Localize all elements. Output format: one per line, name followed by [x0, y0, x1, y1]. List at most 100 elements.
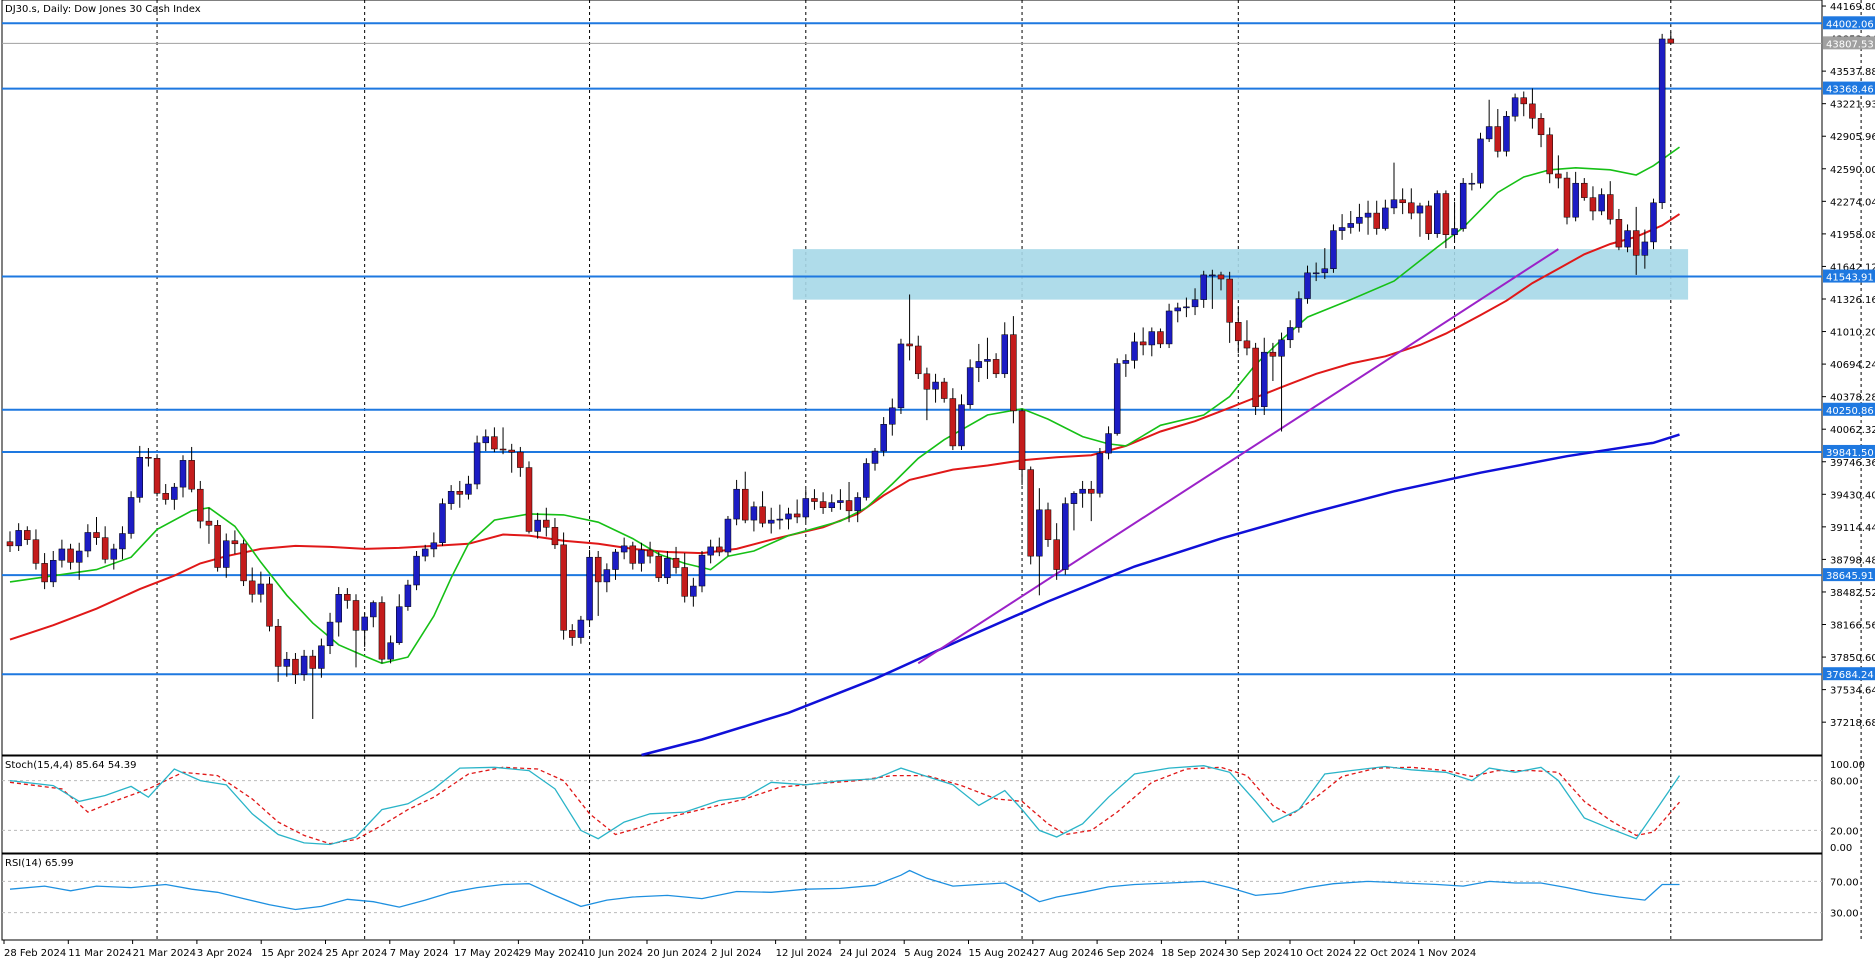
candle-up	[1148, 331, 1156, 346]
candle-up	[1477, 138, 1484, 184]
candle-up	[75, 550, 83, 563]
price-tick-label: 41010.20	[1830, 328, 1875, 339]
x-tick-label: 22 Oct 2024	[1354, 948, 1416, 959]
chart-title: DJ30.s, Daily: Dow Jones 30 Cash Index	[5, 4, 201, 15]
x-tick-label: 17 May 2024	[454, 948, 519, 959]
candle-up	[802, 498, 810, 518]
price-tick-label: 37218.68	[1830, 718, 1875, 729]
candle-down	[266, 583, 273, 627]
candle-up	[698, 554, 706, 587]
candle-up	[1598, 194, 1605, 212]
candle-up	[1451, 228, 1458, 235]
price-tag-label: 37684.24	[1826, 670, 1874, 681]
x-tick-label: 1 Nov 2024	[1419, 948, 1477, 959]
candle-down	[214, 525, 221, 568]
candle-up	[690, 585, 697, 597]
candle-down	[1408, 202, 1415, 214]
candle-up	[534, 519, 541, 532]
candle-up	[335, 594, 342, 623]
candle-up	[1321, 268, 1329, 274]
price-tick-label: 42274.04	[1830, 197, 1875, 208]
candle-up	[1511, 97, 1519, 117]
stoch-main-line	[9, 765, 1681, 846]
candle-up	[413, 555, 420, 586]
rsi-tick-label: 30.00	[1830, 909, 1859, 920]
x-tick-label: 2 Jul 2024	[711, 948, 761, 959]
x-tick-label: 21 Mar 2024	[133, 948, 196, 959]
candle-up	[889, 407, 896, 425]
price-tag-box	[1823, 16, 1875, 30]
x-tick-label: 27 Aug 2024	[1033, 948, 1097, 959]
stoch-tick-label: 20.00	[1830, 826, 1859, 837]
candle-up	[776, 518, 784, 521]
candle-up	[1503, 115, 1510, 152]
candle-down	[197, 488, 204, 522]
candle-down	[915, 345, 922, 375]
candle-down	[344, 594, 351, 601]
x-tick-label: 10 Oct 2024	[1290, 948, 1352, 959]
candle-up	[136, 457, 143, 498]
candle-up	[975, 361, 983, 368]
candle-down	[1399, 199, 1406, 204]
price-tick-label: 42905.96	[1830, 132, 1875, 143]
candle-down	[923, 373, 931, 390]
candle-up	[396, 606, 403, 643]
candle-down	[1373, 212, 1380, 229]
candle-up	[1200, 274, 1207, 300]
candle-down	[569, 630, 576, 638]
stoch-label: Stoch(15,4,4) 85.64 54.39	[5, 760, 136, 771]
candle-up	[1295, 298, 1303, 328]
candle-up	[404, 584, 412, 607]
candle-up	[1468, 182, 1476, 185]
candle-down	[1269, 351, 1277, 357]
candle-up	[1165, 310, 1173, 345]
candle-down	[1044, 509, 1052, 540]
candle-down	[205, 520, 213, 526]
rsi-pane-border	[1, 853, 1823, 941]
candle-up	[370, 602, 377, 618]
candle-down	[499, 448, 507, 451]
candle-down	[1520, 97, 1527, 105]
x-tick-label: 5 Aug 2024	[904, 948, 962, 959]
candle-up	[958, 404, 965, 447]
x-tick-label: 28 Feb 2024	[4, 948, 66, 959]
candle-up	[880, 424, 887, 452]
price-tag-label: 44002.06	[1826, 19, 1874, 30]
candle-down	[1632, 230, 1640, 256]
price-tick-label: 40694.24	[1830, 360, 1875, 371]
candle-up	[110, 548, 118, 560]
candle-down	[1243, 340, 1251, 349]
candle-up	[1036, 509, 1043, 557]
candle-up	[119, 533, 126, 550]
candle-up	[1312, 272, 1320, 275]
candle-up	[1641, 241, 1649, 256]
x-tick-label: 11 Mar 2024	[68, 948, 131, 959]
candle-up	[300, 655, 308, 675]
candle-up	[318, 645, 325, 669]
candle-down	[716, 546, 723, 553]
candle-down	[1088, 488, 1095, 494]
x-tick-label: 3 Apr 2024	[197, 948, 252, 959]
candle-up	[1070, 493, 1078, 504]
candle-up	[1650, 202, 1657, 243]
price-tick-label: 38482.52	[1830, 588, 1875, 599]
candle-up	[1105, 433, 1112, 454]
candle-up	[447, 491, 455, 504]
candle-up	[1062, 503, 1069, 570]
candle-up	[1330, 230, 1337, 269]
candle-up	[439, 503, 446, 544]
stoch-tick-label: 80.00	[1830, 777, 1859, 788]
stoch-tick-label: 0.00	[1830, 843, 1852, 854]
candle-down	[525, 467, 533, 532]
candle-up	[750, 506, 758, 521]
candle-down	[1563, 177, 1571, 218]
candle-up	[58, 548, 66, 561]
price-tick-label: 37534.64	[1830, 686, 1875, 697]
candle-down	[672, 557, 680, 568]
candle-up	[837, 500, 844, 503]
candle-down	[508, 449, 515, 453]
candle-up	[1434, 193, 1441, 234]
candle-up	[603, 569, 611, 583]
candle-down	[845, 500, 853, 512]
candle-up	[1174, 307, 1181, 312]
